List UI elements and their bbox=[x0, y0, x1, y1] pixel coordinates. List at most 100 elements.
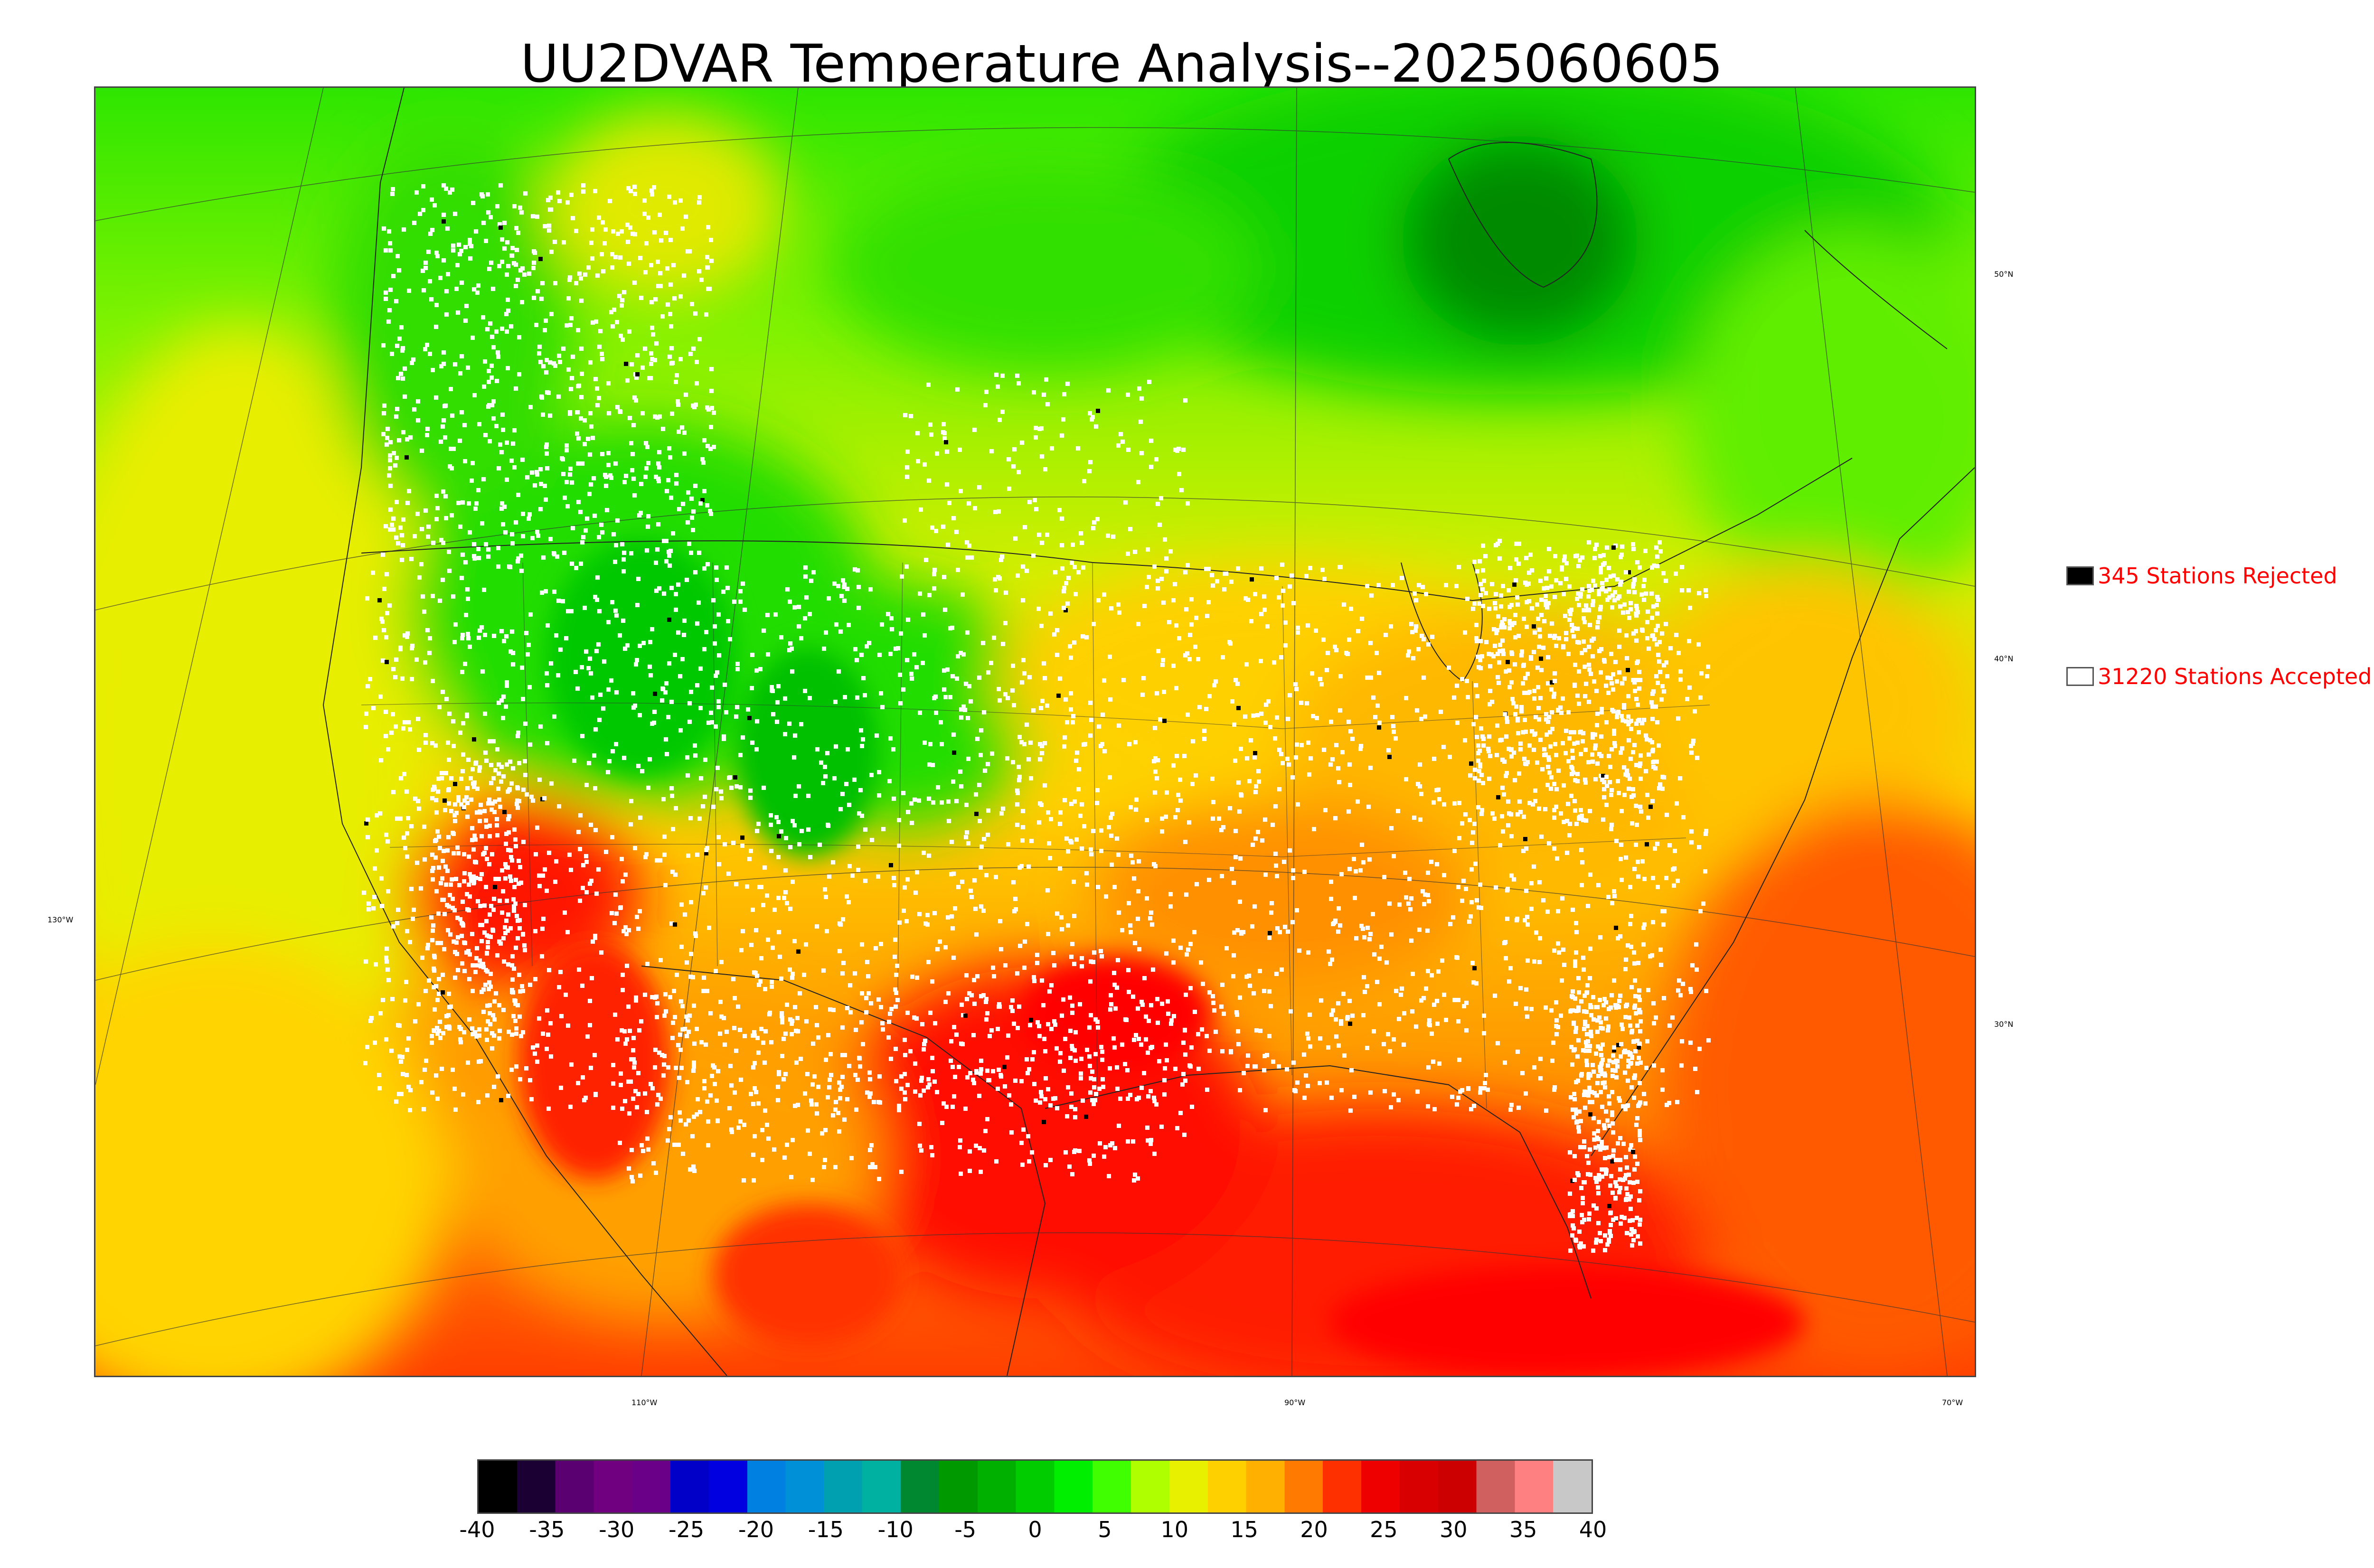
accepted-station-marker bbox=[1146, 1051, 1150, 1055]
accepted-station-marker bbox=[997, 1068, 1001, 1072]
accepted-station-marker bbox=[1680, 1039, 1684, 1043]
accepted-station-marker bbox=[628, 1029, 632, 1033]
accepted-station-marker bbox=[643, 270, 648, 274]
accepted-station-marker bbox=[1027, 757, 1031, 761]
accepted-station-marker bbox=[1603, 1248, 1607, 1252]
accepted-station-marker bbox=[691, 1069, 696, 1073]
accepted-station-marker bbox=[1482, 1086, 1487, 1090]
accepted-station-marker bbox=[959, 1172, 963, 1176]
accepted-station-marker bbox=[1626, 943, 1630, 948]
accepted-station-marker bbox=[904, 564, 909, 569]
accepted-station-marker bbox=[733, 996, 737, 1000]
accepted-station-marker bbox=[548, 1021, 553, 1025]
accepted-station-marker bbox=[839, 594, 844, 598]
accepted-station-marker bbox=[1620, 1215, 1624, 1219]
accepted-station-marker bbox=[1257, 779, 1261, 784]
accepted-station-marker bbox=[634, 998, 638, 1003]
accepted-station-marker bbox=[452, 851, 456, 855]
accepted-station-marker bbox=[622, 756, 626, 760]
rejected-station-marker bbox=[944, 440, 948, 444]
accepted-station-marker bbox=[964, 682, 968, 686]
accepted-station-marker bbox=[501, 522, 505, 526]
accepted-station-marker bbox=[905, 450, 910, 454]
accepted-station-marker bbox=[1635, 1162, 1639, 1166]
accepted-station-marker bbox=[1537, 880, 1542, 884]
accepted-station-marker bbox=[1262, 989, 1266, 993]
accepted-station-marker bbox=[741, 929, 745, 933]
accepted-station-marker bbox=[504, 919, 509, 923]
accepted-station-marker bbox=[1184, 892, 1188, 897]
accepted-station-marker bbox=[1136, 622, 1140, 626]
accepted-station-marker bbox=[942, 575, 946, 579]
accepted-station-marker bbox=[1174, 686, 1178, 690]
accepted-station-marker bbox=[497, 877, 501, 881]
accepted-station-marker bbox=[1654, 628, 1658, 632]
accepted-station-marker bbox=[639, 482, 643, 486]
accepted-station-marker bbox=[1592, 1137, 1596, 1142]
accepted-station-marker bbox=[752, 1030, 756, 1034]
accepted-station-marker bbox=[659, 284, 663, 288]
accepted-station-marker bbox=[1537, 807, 1541, 811]
accepted-station-marker bbox=[1479, 726, 1483, 731]
accepted-station-marker bbox=[1463, 812, 1468, 817]
accepted-station-marker bbox=[1323, 808, 1328, 812]
accepted-station-marker bbox=[412, 407, 416, 412]
accepted-station-marker bbox=[696, 1097, 700, 1101]
accepted-station-marker bbox=[662, 592, 666, 596]
accepted-station-marker bbox=[1334, 1017, 1338, 1022]
accepted-station-marker bbox=[580, 372, 584, 376]
accepted-station-marker bbox=[728, 637, 732, 641]
accepted-station-marker bbox=[1026, 1134, 1030, 1138]
accepted-station-marker bbox=[580, 665, 584, 669]
accepted-station-marker bbox=[1586, 1090, 1590, 1094]
accepted-station-marker bbox=[495, 833, 499, 837]
accepted-station-marker bbox=[1479, 906, 1483, 910]
accepted-station-marker bbox=[1597, 1144, 1601, 1148]
accepted-station-marker bbox=[506, 366, 510, 370]
accepted-station-marker bbox=[468, 645, 472, 649]
accepted-station-marker bbox=[1456, 998, 1460, 1002]
accepted-station-marker bbox=[1581, 1196, 1585, 1200]
accepted-station-marker bbox=[433, 955, 437, 959]
accepted-station-marker bbox=[463, 245, 468, 249]
accepted-station-marker bbox=[1680, 588, 1684, 592]
accepted-station-marker bbox=[1658, 670, 1662, 674]
accepted-station-marker bbox=[451, 906, 455, 910]
accepted-station-marker bbox=[1021, 598, 1025, 602]
accepted-station-marker bbox=[1624, 855, 1628, 860]
accepted-station-marker bbox=[452, 908, 457, 912]
accepted-station-marker bbox=[444, 516, 448, 520]
accepted-station-marker bbox=[619, 1071, 623, 1076]
accepted-station-marker bbox=[1614, 1184, 1619, 1188]
accepted-station-marker bbox=[541, 555, 546, 560]
accepted-station-marker bbox=[1487, 734, 1491, 739]
accepted-station-marker bbox=[1074, 759, 1078, 763]
accepted-station-marker bbox=[1135, 1097, 1139, 1101]
rejected-swatch bbox=[2066, 566, 2094, 585]
accepted-station-marker bbox=[430, 1090, 434, 1095]
accepted-station-marker bbox=[604, 484, 608, 488]
accepted-station-marker bbox=[447, 1026, 452, 1031]
accepted-station-marker bbox=[1529, 907, 1534, 911]
accepted-station-marker bbox=[1645, 636, 1649, 640]
accepted-station-marker bbox=[886, 612, 890, 616]
accepted-station-marker bbox=[1160, 817, 1164, 821]
accepted-station-marker bbox=[1588, 976, 1592, 980]
accepted-station-marker bbox=[1580, 814, 1584, 818]
accepted-station-marker bbox=[1558, 705, 1563, 710]
accepted-station-marker bbox=[1552, 948, 1556, 953]
accepted-station-marker bbox=[657, 465, 661, 469]
accepted-station-marker bbox=[1544, 712, 1548, 716]
accepted-station-marker bbox=[928, 423, 933, 427]
accepted-station-marker bbox=[1610, 605, 1614, 610]
accepted-station-marker bbox=[1532, 696, 1536, 701]
accepted-station-marker bbox=[1585, 990, 1589, 995]
accepted-station-marker bbox=[792, 605, 797, 610]
accepted-station-marker bbox=[1478, 1090, 1482, 1095]
accepted-station-marker bbox=[1053, 1096, 1057, 1100]
accepted-station-marker bbox=[1537, 628, 1542, 632]
accepted-station-marker bbox=[1035, 953, 1039, 957]
accepted-station-marker bbox=[1115, 1087, 1120, 1091]
accepted-station-marker bbox=[1704, 588, 1708, 592]
accepted-station-marker bbox=[934, 529, 938, 533]
